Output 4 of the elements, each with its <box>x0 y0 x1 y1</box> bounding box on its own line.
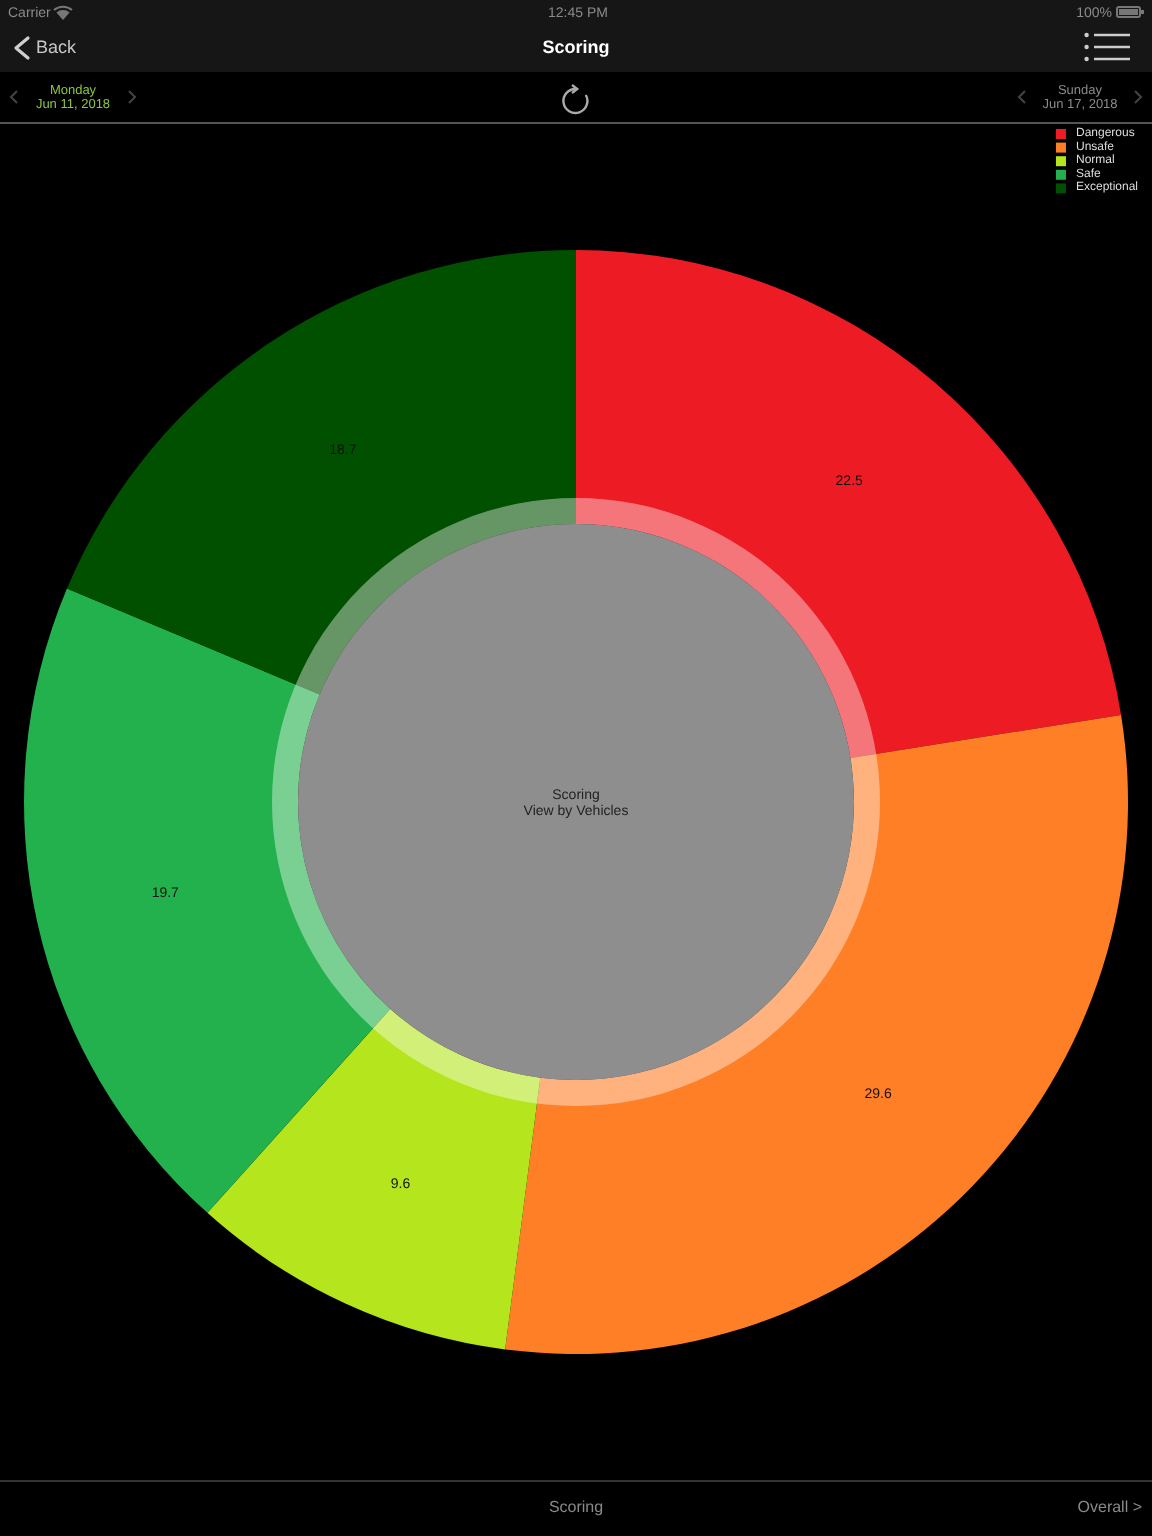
text: Back <box>36 37 77 57</box>
text: Overall > <box>1077 1498 1142 1516</box>
text: Scoring <box>548 1498 604 1516</box>
chart-title: Scoring <box>542 37 610 57</box>
